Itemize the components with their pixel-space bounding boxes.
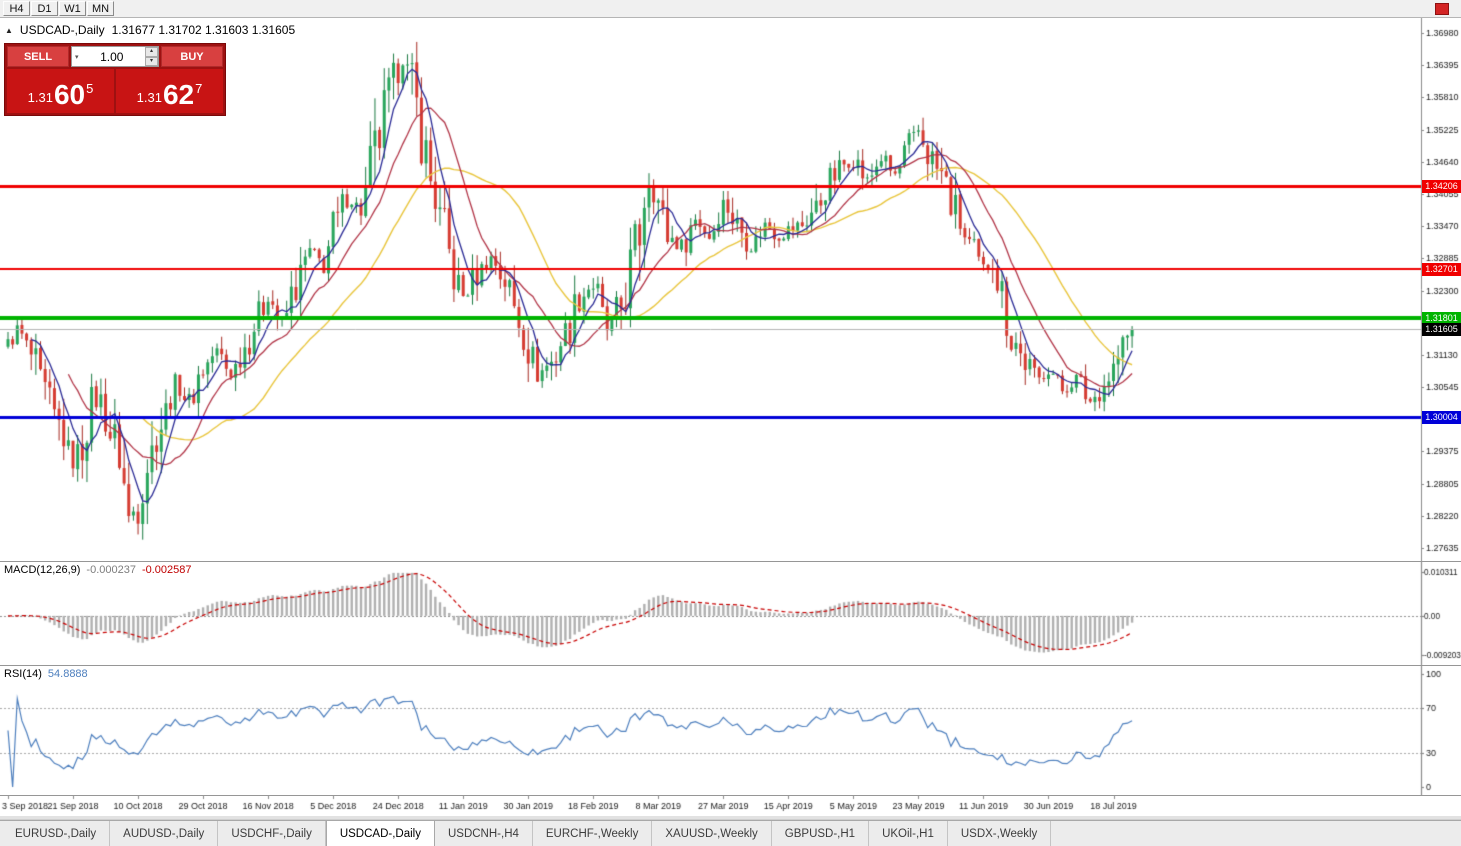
symbol-label: USDCAD-,Daily <box>19 23 105 37</box>
volume-down-icon[interactable]: ▾ <box>145 56 158 66</box>
timeframe-buttons: H4 D1 W1 MN <box>2 1 115 16</box>
volume-value: 1.00 <box>100 49 124 64</box>
rsi-title: RSI(14) <box>4 668 42 680</box>
sell-price[interactable]: 1.31 60 5 <box>7 69 114 113</box>
buy-price[interactable]: 1.31 62 7 <box>116 69 223 113</box>
price-level-badge: 1.30004 <box>1422 411 1461 424</box>
chart-tab[interactable]: GBPUSD-,H1 <box>772 821 870 846</box>
toolbar-right <box>1435 2 1449 15</box>
rsi-chart[interactable] <box>0 666 1461 795</box>
main-chart-panel: ▲ USDCAD-,Daily 1.31677 1.31702 1.31603 … <box>0 18 1461 562</box>
price-level-badge: 1.31801 <box>1422 312 1461 325</box>
volume-field[interactable]: ▾ 1.00 ▴ ▾ <box>71 46 159 67</box>
macd-panel: MACD(12,26,9) -0.000237 -0.002587 <box>0 562 1461 666</box>
buy-price-prefix: 1.31 <box>136 90 162 105</box>
rsi-panel: RSI(14) 54.8888 <box>0 666 1461 796</box>
trade-panel-toggle-icon[interactable]: ▲ <box>5 25 13 35</box>
price-level-badge: 1.31605 <box>1422 323 1461 336</box>
chart-tabs: EURUSD-,Daily AUDUSD-,Daily USDCHF-,Daily U… <box>0 820 1461 846</box>
chart-tab[interactable]: AUDUSD-,Daily <box>110 821 219 846</box>
volume-up-icon[interactable]: ▴ <box>145 47 158 57</box>
sell-price-pipette: 5 <box>86 81 94 96</box>
trade-widget-controls: SELL ▾ 1.00 ▴ ▾ BUY <box>7 46 223 67</box>
timeframe-button[interactable]: H4 <box>3 1 30 16</box>
rsi-label: RSI(14) 54.8888 <box>4 668 88 680</box>
buy-price-pipette: 7 <box>195 81 203 96</box>
macd-signal-value: -0.002587 <box>141 564 192 576</box>
volume-spinner: ▴ ▾ <box>145 47 158 66</box>
chart-tab[interactable]: XAUUSD-,Weekly <box>652 821 772 846</box>
ohlc-label: 1.31677 1.31702 1.31603 1.31605 <box>111 23 296 37</box>
volume-dropdown-icon[interactable]: ▾ <box>75 53 79 61</box>
buy-button[interactable]: BUY <box>161 46 223 67</box>
timeframe-button[interactable]: W1 <box>59 1 86 16</box>
chart-title: ▲ USDCAD-,Daily 1.31677 1.31702 1.31603 … <box>5 23 295 37</box>
candlestick-chart[interactable] <box>0 18 1461 561</box>
buy-price-pips: 62 <box>162 79 195 110</box>
sell-button[interactable]: SELL <box>7 46 69 67</box>
chart-tab[interactable]: UKOil-,H1 <box>869 821 948 846</box>
chart-tab[interactable]: USDCNH-,H4 <box>435 821 533 846</box>
one-click-trading-widget: SELL ▾ 1.00 ▴ ▾ BUY 1.31 60 5 <box>4 43 226 116</box>
chart-tab[interactable]: EURUSD-,Daily <box>2 821 111 846</box>
timeframe-button[interactable]: MN <box>87 1 115 16</box>
date-axis-canvas <box>0 796 1461 816</box>
rsi-value: 54.8888 <box>47 668 88 680</box>
tab-scroll-strip[interactable] <box>0 816 1461 820</box>
sell-price-prefix: 1.31 <box>27 90 53 105</box>
chart-tab[interactable]: USDCHF-,Daily <box>218 821 326 846</box>
macd-main-value: -0.000237 <box>86 564 136 576</box>
price-level-badge: 1.32701 <box>1422 263 1461 276</box>
chart-tab[interactable]: USDCAD-,Daily <box>325 821 435 846</box>
macd-title: MACD(12,26,9) <box>4 564 81 576</box>
chart-close-icon[interactable] <box>1435 2 1449 15</box>
sell-price-pips: 60 <box>53 79 86 110</box>
date-axis <box>0 796 1461 816</box>
macd-chart[interactable] <box>0 562 1461 665</box>
trade-widget-prices: 1.31 60 5 1.31 62 7 <box>7 69 223 113</box>
chart-window: ▲ USDCAD-,Daily 1.31677 1.31702 1.31603 … <box>0 18 1461 816</box>
chart-tab[interactable]: USDX-,Weekly <box>948 821 1052 846</box>
timeframe-button[interactable]: D1 <box>31 1 58 16</box>
price-level-badge: 1.34206 <box>1422 180 1461 193</box>
chart-tab-bar: EURUSD-,Daily AUDUSD-,Daily USDCHF-,Daily U… <box>0 816 1461 846</box>
timeframe-toolbar: H4 D1 W1 MN <box>0 0 1461 18</box>
macd-label: MACD(12,26,9) -0.000237 -0.002587 <box>4 564 192 576</box>
chart-tab[interactable]: EURCHF-,Weekly <box>533 821 653 846</box>
